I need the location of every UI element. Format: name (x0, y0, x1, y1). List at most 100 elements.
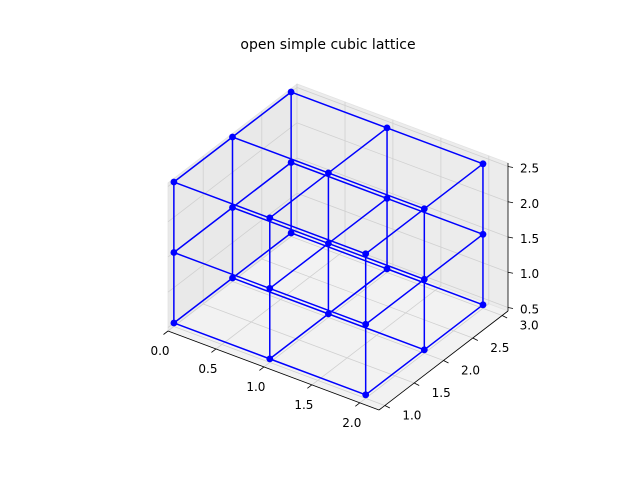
x-tick-label: 0.0 (150, 344, 169, 358)
lattice-edge (386, 197, 484, 236)
z-tick-mark (507, 236, 514, 239)
z-tick-label: 2.5 (520, 162, 539, 176)
z-grid-line (167, 122, 509, 223)
lattice-point (266, 355, 274, 363)
lattice-edge (269, 217, 367, 255)
lattice-edge (231, 161, 292, 209)
x-tick-label: 0.5 (198, 362, 217, 376)
tick-labels: 0.0 0.5 1.0 1.5 2.0 1.0 1.5 2.0 2.5 3.0 0.5 1.0 1.5 2… (150, 162, 539, 430)
lattice-edge (231, 91, 292, 138)
lattice-edge (423, 233, 484, 281)
lattice-points (170, 88, 487, 399)
z-tick-label: 0.5 (520, 302, 539, 316)
x-axis-line (167, 330, 380, 411)
lattice-edge (386, 268, 484, 306)
y-tick-label: 2.5 (490, 341, 509, 355)
x-tick-mark (163, 330, 169, 335)
lattice-edge (173, 251, 271, 290)
grid-lines (167, 84, 509, 406)
lattice-edge (231, 232, 292, 279)
y-tick-label: 1.0 (402, 409, 421, 423)
x-tick-label: 1.5 (294, 398, 313, 412)
y-tick-label: 1.5 (432, 386, 451, 400)
lattice-edge (327, 268, 388, 315)
lattice-edge (327, 197, 388, 245)
lattice-edge (423, 304, 484, 351)
z-tick-label: 1.5 (520, 232, 539, 246)
lattice-point (420, 205, 428, 213)
y-tick-mark (472, 337, 478, 341)
lattice-point (266, 214, 274, 222)
lattice-point (229, 133, 236, 141)
lattice-point (362, 391, 370, 399)
lattice-point (170, 178, 178, 186)
lattice-edge (269, 172, 330, 219)
lattice-edge (327, 172, 426, 210)
chart-title: open simple cubic lattice (240, 37, 415, 53)
lattice-edge (423, 163, 484, 210)
x-tick-label: 1.0 (246, 380, 265, 394)
lattice-edge (290, 91, 388, 129)
z-tick-label: 2.0 (520, 197, 539, 211)
lattice-point (479, 301, 487, 309)
lattice-point (383, 124, 391, 132)
z-tick-mark (507, 166, 514, 168)
lattice-edge (269, 313, 330, 360)
y-tick-mark (443, 360, 449, 364)
lattice-edge (364, 208, 426, 255)
lattice-point (383, 195, 391, 202)
lattice-point (420, 275, 428, 283)
lattice-point (170, 249, 178, 256)
lattice-point (266, 285, 274, 292)
x-grid-line (311, 137, 442, 386)
lattice-point (420, 346, 428, 354)
lattice-point (325, 240, 332, 247)
y-tick-label: 3.0 (520, 319, 539, 333)
lattice-point (479, 160, 487, 168)
lattice-point (287, 229, 295, 237)
z-tick-mark (507, 271, 514, 274)
lattice-edge (386, 127, 484, 165)
lattice-edge (364, 349, 426, 396)
lattice-edge (269, 287, 367, 326)
lattice-edge (327, 127, 388, 174)
lattice-point (383, 265, 391, 273)
z-grid-line (167, 192, 509, 293)
lattice-edge (173, 136, 234, 183)
x-tick-mark (211, 348, 217, 353)
x-tick-mark (307, 384, 313, 389)
lattice-point (287, 88, 295, 96)
lattice-point (362, 320, 370, 328)
lattice-edge (269, 358, 367, 396)
lattice-edge (327, 313, 426, 351)
z-tick-mark (507, 307, 514, 309)
lattice-edge (173, 322, 271, 360)
lattice-point (229, 204, 236, 211)
lattice-edge (327, 242, 426, 281)
lattice-edges (173, 91, 484, 396)
lattice-point (325, 310, 332, 318)
lattice-edge (290, 161, 388, 200)
x-tick-mark (355, 402, 361, 407)
z-tick-label: 1.0 (520, 267, 539, 281)
y-tick-label: 2.0 (461, 364, 480, 378)
lattice-edge (231, 136, 330, 174)
x-tick-mark (259, 366, 265, 371)
y-tick-mark (501, 315, 508, 319)
y-grid-line (261, 111, 473, 339)
lattice-edge (173, 181, 271, 219)
lattice-point (229, 274, 236, 282)
x-grid-line (359, 155, 490, 404)
lattice-edge (269, 242, 330, 290)
z-tick-mark (507, 201, 514, 204)
lattice-edge (231, 206, 330, 245)
lattice-point (325, 169, 332, 177)
y-tick-mark (384, 405, 391, 409)
lattice-edge (173, 206, 234, 254)
y-tick-mark (414, 382, 420, 386)
x-tick-label: 2.0 (342, 416, 361, 430)
lattice-point (479, 230, 487, 238)
lattice-point (362, 250, 370, 258)
lattice-point (287, 159, 295, 166)
